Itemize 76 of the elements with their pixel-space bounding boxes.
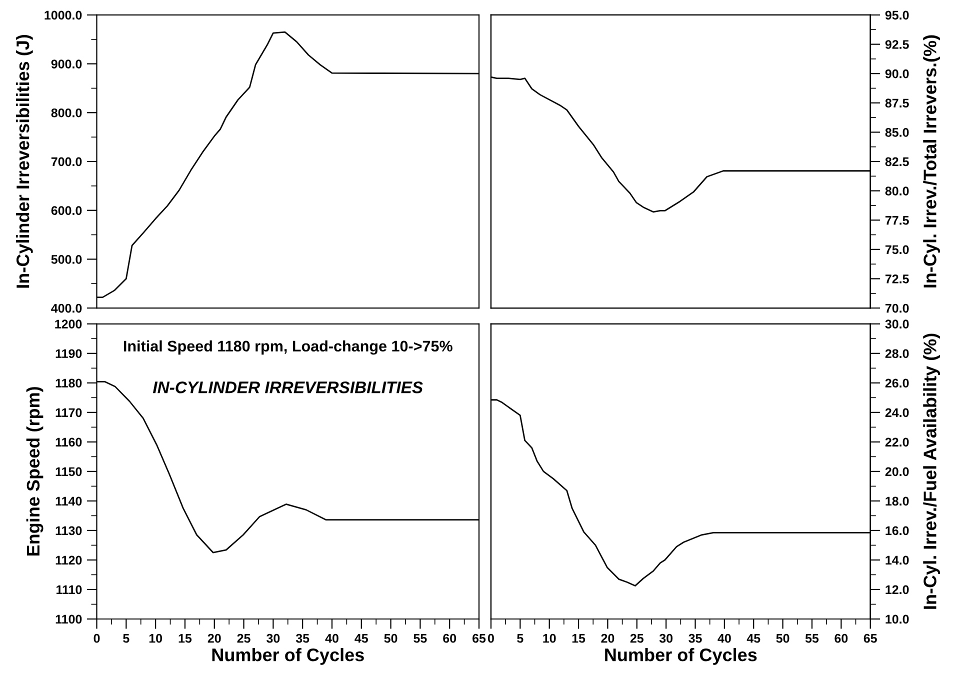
y-tick-label: 1170 [56,408,82,418]
y2-tick-label: 92.5 [885,40,909,49]
y2-axis-title: In-Cyl. Irrev./Total Irrevers.(%) [923,35,940,288]
x-tick-label: 10 [543,634,556,643]
annotation: IN-CYLINDER IRREVERSIBILITIES [152,381,423,394]
x-tick-label: 60 [443,634,456,643]
x-tick-label: 0 [94,634,100,643]
y2-tick-label: 95.0 [885,10,909,20]
x-tick-label: 5 [123,634,130,643]
x-tick-label: 30 [659,634,673,643]
x-tick-label: 20 [601,634,614,643]
y-tick-label: 400.0 [51,304,82,313]
y-tick-label: 1140 [56,496,82,506]
y-axis-title: In-Cylinder Irreversibilities (J) [16,34,33,288]
x-tick-label: 55 [805,634,819,643]
y2-tick-label: 20.0 [885,467,909,476]
y-tick-label: 1180 [56,378,82,388]
y-tick-label: 1110 [56,585,82,594]
y2-tick-label: 18.0 [886,496,909,506]
y-tick-label: 1120 [56,556,82,565]
x-tick-label: 50 [384,634,398,643]
y-tick-label: 700.0 [51,157,82,166]
x-tick-label: 55 [414,634,427,643]
x-axis-title: Number of Cycles [605,648,757,665]
y2-tick-label: 26.0 [885,378,909,388]
x-tick-label: 10 [149,634,162,643]
y2-tick-label: 24.0 [885,408,909,418]
x-tick-label: 15 [178,634,192,643]
y2-tick-label: 30.0 [885,320,909,329]
y2-tick-label: 90.0 [885,69,909,78]
y2-tick-label: 82.5 [885,157,909,166]
y-tick-label: 900.0 [51,60,82,68]
x-tick-label: 50 [776,634,790,643]
y-tick-label: 1160 [56,438,82,447]
y2-tick-label: 22.0 [885,438,909,447]
x-axis-title: Number of Cycles [212,648,364,665]
y2-tick-label: 70.0 [885,304,909,313]
y-tick-label: 1000.0 [44,10,82,20]
y-tick-label: 1150 [56,467,82,476]
y2-tick-label: 80.0 [885,186,909,196]
annotation: Initial Speed 1180 rpm, Load-change 10->75% [124,340,452,355]
x-tick-label: 65 [864,634,877,643]
x-tick-label: 40 [718,634,731,643]
x-tick-label: 40 [325,634,338,643]
y2-tick-label: 77.5 [885,216,909,225]
y2-tick-label: 14.0 [886,556,909,565]
y-tick-label: 800.0 [51,108,82,118]
x-tick-label: 45 [746,634,760,643]
y-tick-label: 1130 [56,526,82,536]
x-tick-label: 25 [630,634,644,643]
x-tick-label: 15 [572,634,586,643]
y2-tick-label: 85.0 [885,128,909,137]
y2-tick-label: 16.0 [886,526,909,536]
x-tick-label: 35 [688,634,702,643]
x-tick-label: 60 [834,634,848,643]
x-tick-label: 45 [354,634,368,643]
y-tick-label: 1100 [56,614,82,624]
y2-tick-label: 75.0 [885,245,909,254]
y-tick-label: 1190 [56,349,82,358]
y-tick-label: 600.0 [51,206,82,215]
x-tick-label: 35 [296,634,310,643]
y2-axis-title: In-Cyl. Irrev./Fuel Availability (%) [923,334,940,609]
y2-tick-label: 28.0 [885,349,909,358]
y-tick-label: 500.0 [51,254,82,264]
x-tick-label: 25 [237,634,250,643]
y2-tick-label: 72.5 [885,274,909,284]
x-tick-label: 20 [208,634,221,643]
y2-tick-label: 87.5 [885,98,909,108]
x-tick-label: 5 [517,634,524,643]
y-axis-title: Engine Speed (rpm) [26,387,44,556]
x-tick-label: 30 [266,634,280,643]
y-tick-label: 1200 [55,320,82,329]
y2-tick-label: 10.0 [886,614,909,624]
x-tick-label: 0 [488,634,494,643]
x-tick-label: 65 [472,634,486,643]
y2-tick-label: 12.0 [886,585,909,594]
